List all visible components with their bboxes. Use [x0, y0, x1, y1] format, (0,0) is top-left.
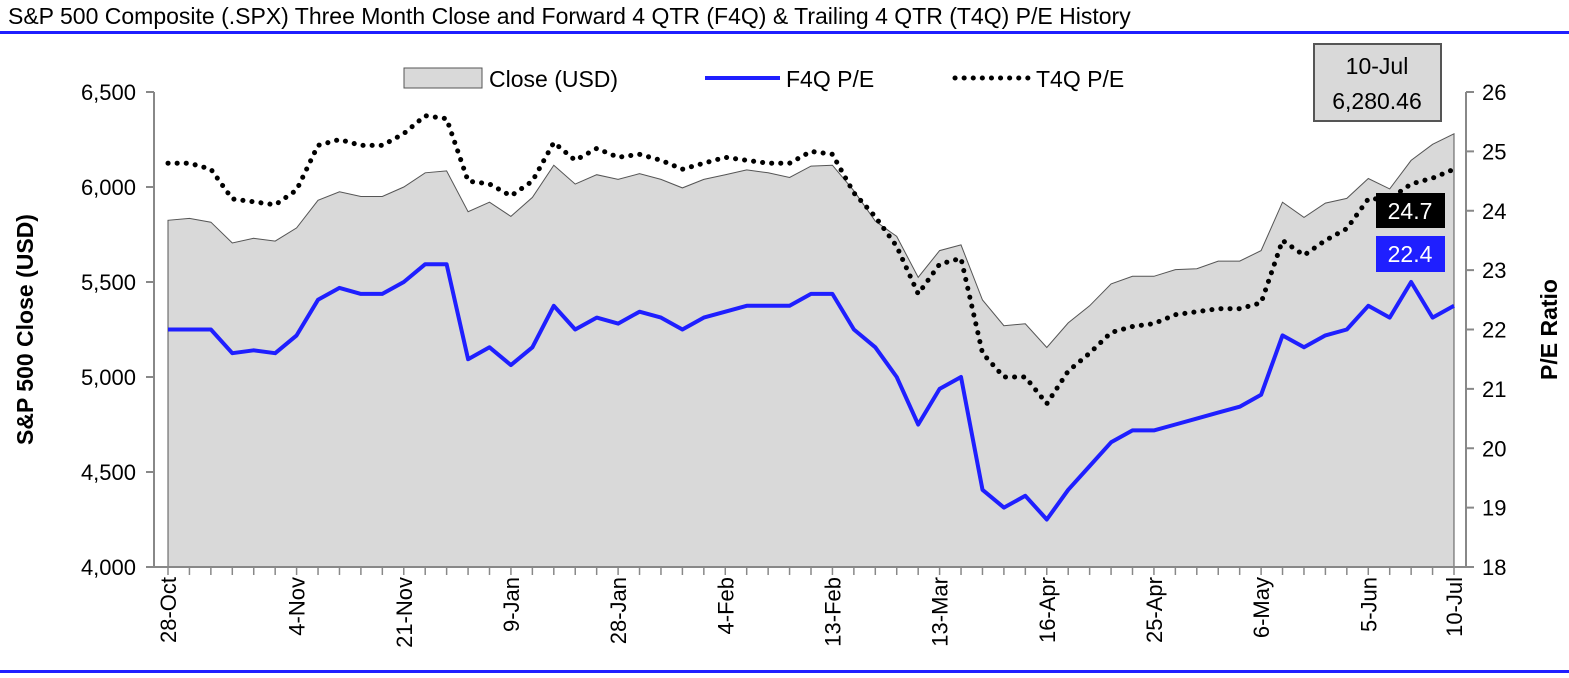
legend-label-f4q: F4Q P/E [786, 66, 874, 92]
legend-label-close: Close (USD) [489, 66, 618, 92]
x-tick-label: 13-Mar [928, 577, 953, 647]
right-tick-label: 23 [1482, 258, 1506, 283]
legend-swatch-close [403, 67, 483, 89]
left-tick-label: 4,500 [81, 460, 136, 485]
t4q-callout-box [1376, 193, 1445, 228]
x-tick-label: 21-Nov [392, 577, 417, 648]
left-tick-label: 6,500 [81, 80, 136, 105]
y2-axis-title: P/E Ratio [1536, 279, 1562, 380]
x-tick-label: 10-Jul [1442, 577, 1467, 637]
last-close-value: 6,280.46 [1332, 88, 1422, 114]
x-tick-label: 4-Nov [285, 577, 310, 636]
right-tick-label: 24 [1482, 199, 1506, 224]
x-tick-label: 16-Apr [1035, 577, 1060, 643]
x-tick-label: 13-Feb [820, 577, 845, 647]
close-area-series [167, 132, 1455, 568]
right-tick-label: 19 [1482, 496, 1506, 521]
x-tick-label: 28-Oct [156, 577, 181, 643]
f4q-p-e-series [168, 262, 1455, 522]
right-tick-label: 26 [1482, 80, 1506, 105]
bottom-rule [0, 670, 1569, 673]
x-tick-label: 25-Apr [1142, 577, 1167, 643]
right-tick-label: 21 [1482, 377, 1506, 402]
right-tick-label: 25 [1482, 139, 1506, 164]
y-axis-title: S&P 500 Close (USD) [12, 214, 38, 445]
top-rule [0, 31, 1569, 34]
t4q-callout-value: 24.7 [1388, 198, 1433, 224]
left-tick-label: 6,000 [81, 175, 136, 200]
chart-title: S&P 500 Composite (.SPX) Three Month Clo… [8, 3, 1131, 29]
left-tick-label: 5,000 [81, 365, 136, 390]
x-tick-label: 5-Jun [1356, 577, 1381, 632]
x-tick-label: 9-Jan [499, 577, 524, 632]
left-tick-label: 5,500 [81, 270, 136, 295]
t4q-p-e-series [165, 113, 1457, 407]
x-tick-label: 6-May [1249, 577, 1274, 638]
x-tick-label: 4-Feb [713, 577, 738, 634]
x-tick-label: 28-Jan [606, 577, 631, 644]
right-tick-label: 18 [1482, 555, 1506, 580]
f4q-callout-value: 22.4 [1388, 241, 1433, 267]
f4q-callout-box [1376, 236, 1445, 272]
last-close-date: 10-Jul [1346, 53, 1409, 79]
right-tick-label: 20 [1482, 436, 1506, 461]
legend-label-t4q: T4Q P/E [1036, 66, 1124, 92]
right-tick-label: 22 [1482, 318, 1506, 343]
left-tick-label: 4,000 [81, 555, 136, 580]
last-close-callout-box [1313, 43, 1442, 122]
